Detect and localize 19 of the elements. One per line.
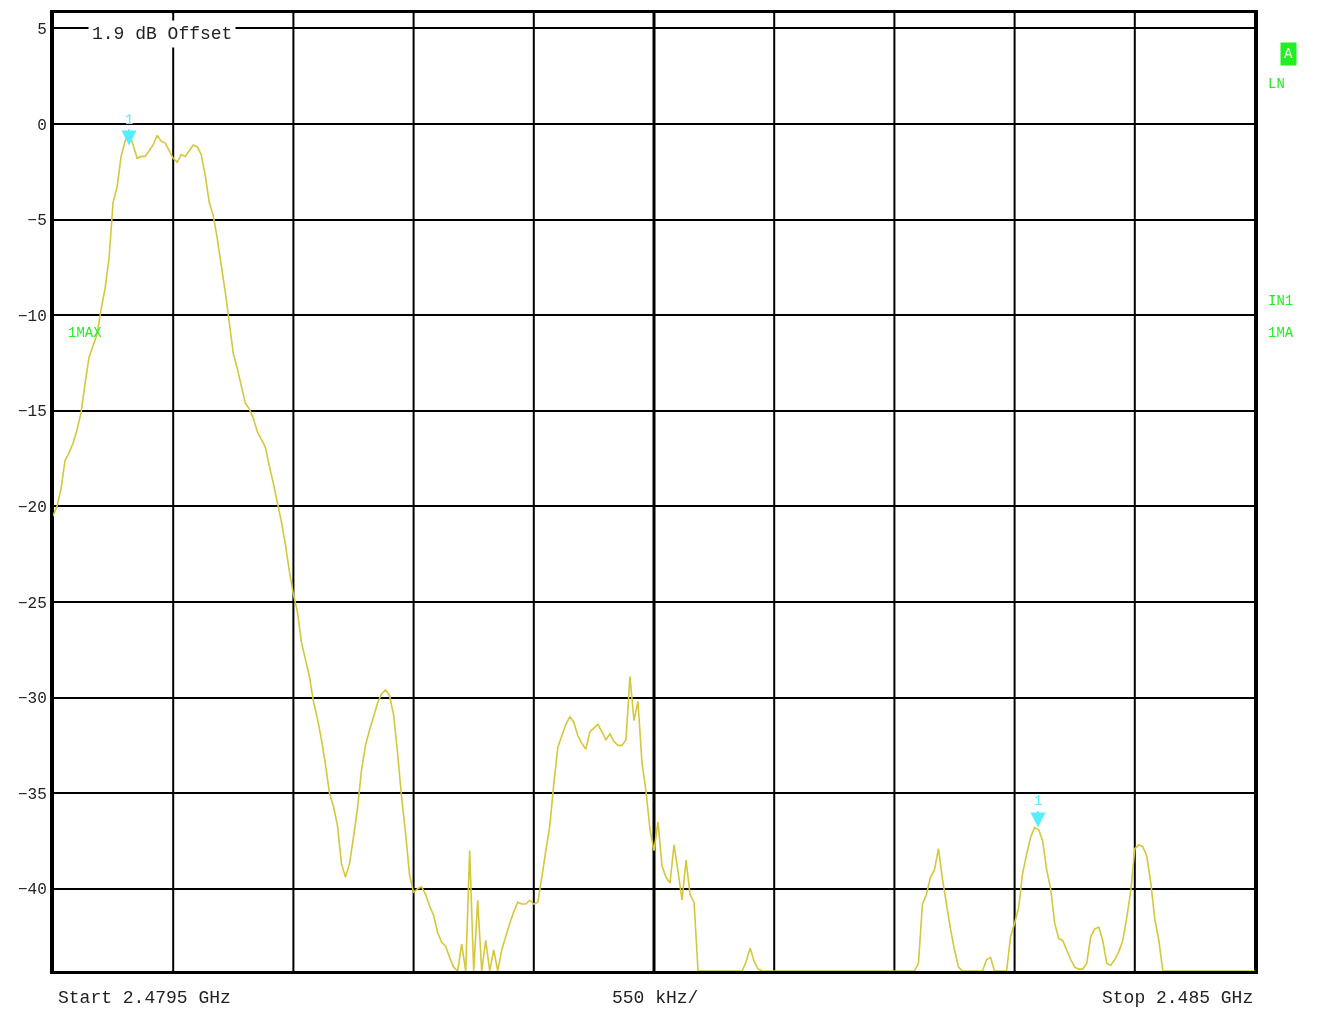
y-tick-label: 5: [37, 20, 47, 39]
annotation: 1.9 dB Offset: [92, 24, 233, 44]
text: 550 kHz/: [612, 988, 699, 1008]
text: Stop 2.485 GHz: [1102, 988, 1254, 1008]
y-tick-label: −10: [17, 307, 47, 326]
text: LN: [1268, 76, 1285, 92]
y-tick-label: −20: [17, 498, 47, 517]
y-tick-label: −25: [17, 594, 47, 613]
y-tick-label: 0: [37, 116, 47, 135]
text: Start 2.4795 GHz: [58, 988, 231, 1008]
text: A: [1284, 46, 1293, 62]
y-tick-label: −5: [27, 212, 47, 231]
y-tick-label: −40: [17, 881, 47, 900]
text: 1MA: [1268, 325, 1294, 341]
y-tick-label: −30: [17, 690, 47, 709]
y-tick-label: −35: [17, 785, 47, 804]
text: IN1: [1268, 293, 1294, 309]
y-tick-label: −15: [17, 403, 47, 422]
annotation: 1: [1034, 793, 1043, 809]
